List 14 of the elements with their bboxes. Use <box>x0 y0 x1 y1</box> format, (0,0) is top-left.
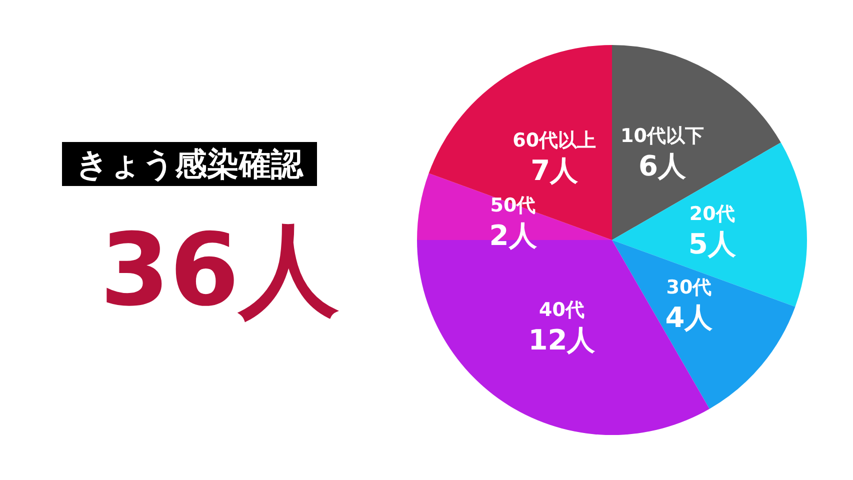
data-label: 12人 <box>528 324 596 357</box>
data-label: 7人 <box>530 154 580 188</box>
data-label: 4人 <box>665 301 714 334</box>
slice-label: 50代 <box>490 194 536 217</box>
data-label: 5人 <box>688 228 737 261</box>
slice-label: 30代 <box>666 276 712 299</box>
data-label: 6人 <box>638 149 687 182</box>
slice-label: 10代以下 <box>620 124 704 147</box>
text: きょう感染確認 <box>76 145 304 183</box>
slice-label: 40代 <box>539 299 584 322</box>
text: 36人 <box>100 212 340 328</box>
data-label: 2人 <box>489 219 538 252</box>
slice-label: 20代 <box>689 203 735 226</box>
slice-label: 60代以上 <box>512 130 596 152</box>
